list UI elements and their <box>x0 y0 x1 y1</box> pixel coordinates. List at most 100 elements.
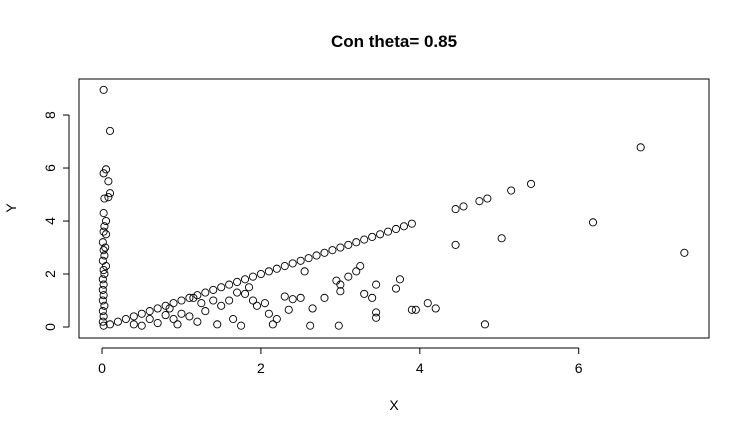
point <box>411 305 420 314</box>
plot-frame <box>78 78 710 339</box>
point <box>217 301 226 310</box>
point <box>209 285 218 294</box>
point <box>99 227 108 236</box>
point <box>229 315 238 324</box>
point <box>483 194 492 203</box>
point <box>213 320 222 329</box>
point <box>99 85 108 94</box>
point <box>240 289 250 298</box>
point <box>391 284 401 293</box>
point <box>264 309 273 318</box>
point <box>99 321 108 330</box>
point <box>407 305 416 314</box>
point <box>99 312 108 321</box>
point <box>101 230 111 239</box>
point <box>395 275 405 284</box>
point <box>288 259 297 268</box>
point <box>260 299 269 308</box>
point <box>296 256 305 265</box>
point <box>185 293 194 302</box>
point <box>306 321 315 330</box>
x-tick-label: 0 <box>98 360 106 376</box>
point <box>193 291 202 300</box>
point <box>153 318 162 328</box>
point <box>161 311 170 320</box>
point <box>336 280 345 289</box>
point <box>360 289 369 298</box>
point <box>268 320 277 329</box>
point <box>248 272 258 281</box>
point <box>507 186 516 195</box>
point <box>497 234 506 243</box>
point <box>328 246 337 255</box>
point <box>320 293 329 302</box>
point <box>352 238 361 247</box>
point <box>137 321 146 330</box>
point <box>161 301 170 310</box>
point <box>244 283 254 292</box>
point <box>233 277 242 287</box>
point <box>284 305 293 314</box>
y-tick-label: 2 <box>42 270 58 278</box>
point <box>451 240 460 249</box>
point <box>209 296 218 305</box>
point <box>264 267 273 276</box>
point <box>98 317 107 326</box>
point <box>334 321 343 330</box>
point <box>376 230 385 239</box>
point <box>201 307 210 316</box>
point <box>145 315 154 324</box>
point <box>193 317 202 326</box>
point <box>173 320 182 329</box>
point <box>99 265 108 275</box>
point <box>113 317 122 326</box>
point <box>296 293 305 302</box>
y-tick-label: 8 <box>42 111 58 119</box>
x-tick-label: 2 <box>257 360 265 376</box>
point <box>197 299 206 308</box>
point <box>98 238 107 247</box>
point <box>526 179 536 188</box>
point <box>399 222 408 231</box>
point <box>98 296 107 305</box>
point <box>99 209 108 218</box>
point <box>217 283 226 292</box>
point <box>137 309 146 318</box>
point <box>101 216 111 226</box>
chart-title: Con theta= 0.85 <box>331 32 457 51</box>
point <box>100 251 109 260</box>
point <box>129 312 138 321</box>
point <box>105 126 115 135</box>
point <box>588 218 598 227</box>
point <box>145 307 154 316</box>
point <box>280 262 289 271</box>
point <box>308 304 317 313</box>
point <box>121 315 130 324</box>
point <box>177 296 186 305</box>
point <box>680 248 689 257</box>
point <box>383 227 393 236</box>
y-tick-label: 4 <box>42 217 58 225</box>
point <box>288 295 297 304</box>
point <box>344 240 353 249</box>
point <box>240 275 250 284</box>
point <box>451 205 460 214</box>
point <box>459 202 468 211</box>
point <box>372 313 381 322</box>
point <box>99 169 108 178</box>
point <box>233 288 242 297</box>
point <box>256 269 265 279</box>
point <box>169 299 178 308</box>
point <box>344 272 353 281</box>
point <box>225 280 234 289</box>
y-axis-label: Y <box>3 203 19 213</box>
point <box>101 165 111 174</box>
point <box>169 315 178 324</box>
point <box>407 219 416 228</box>
point <box>300 267 309 276</box>
point <box>372 280 381 289</box>
point <box>99 291 108 300</box>
point <box>352 267 361 276</box>
point <box>368 293 377 302</box>
